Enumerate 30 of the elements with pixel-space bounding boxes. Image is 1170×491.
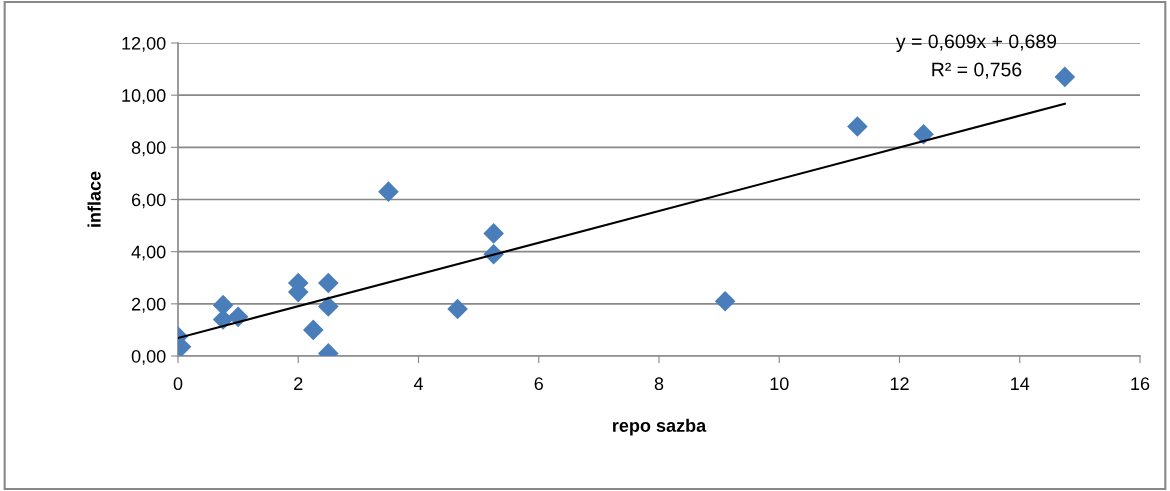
y-tick-label: 10,00 [122,89,166,105]
annotation: R² = 0,756 [932,62,1022,79]
x-tick-label: 2 [294,377,303,390]
y-tick-label: 12,00 [122,36,166,52]
x-tick-label: 16 [1131,377,1150,391]
x-tick-label: 12 [890,377,909,390]
point [318,272,339,294]
x-tick-label: 14 [1011,377,1030,390]
y-tick-label: 0,00 [131,349,166,365]
y-tick-label: 8,00 [131,141,166,157]
point [483,223,504,244]
x-tick-label: 6 [534,377,543,391]
x-tick-label: 0 [173,377,183,391]
y-axis-title: inflace [87,171,101,227]
point [378,181,399,202]
x-tick-label: 8 [654,377,664,391]
y-tick-label: 2,00 [131,297,166,313]
y-tick-label: 6,00 [131,193,166,209]
point [913,123,934,145]
point [318,296,339,317]
point [714,290,736,312]
x-axis-title: repo sazba [613,418,707,436]
point [1054,66,1076,88]
x-tick-label: 10 [770,377,789,391]
point [302,319,324,341]
y-tick-label: 4,00 [131,245,166,261]
point [447,298,468,320]
x-tick-label: 4 [413,377,423,390]
point [847,116,868,137]
annotation: y = 0,609x + 0,689 [895,34,1057,53]
